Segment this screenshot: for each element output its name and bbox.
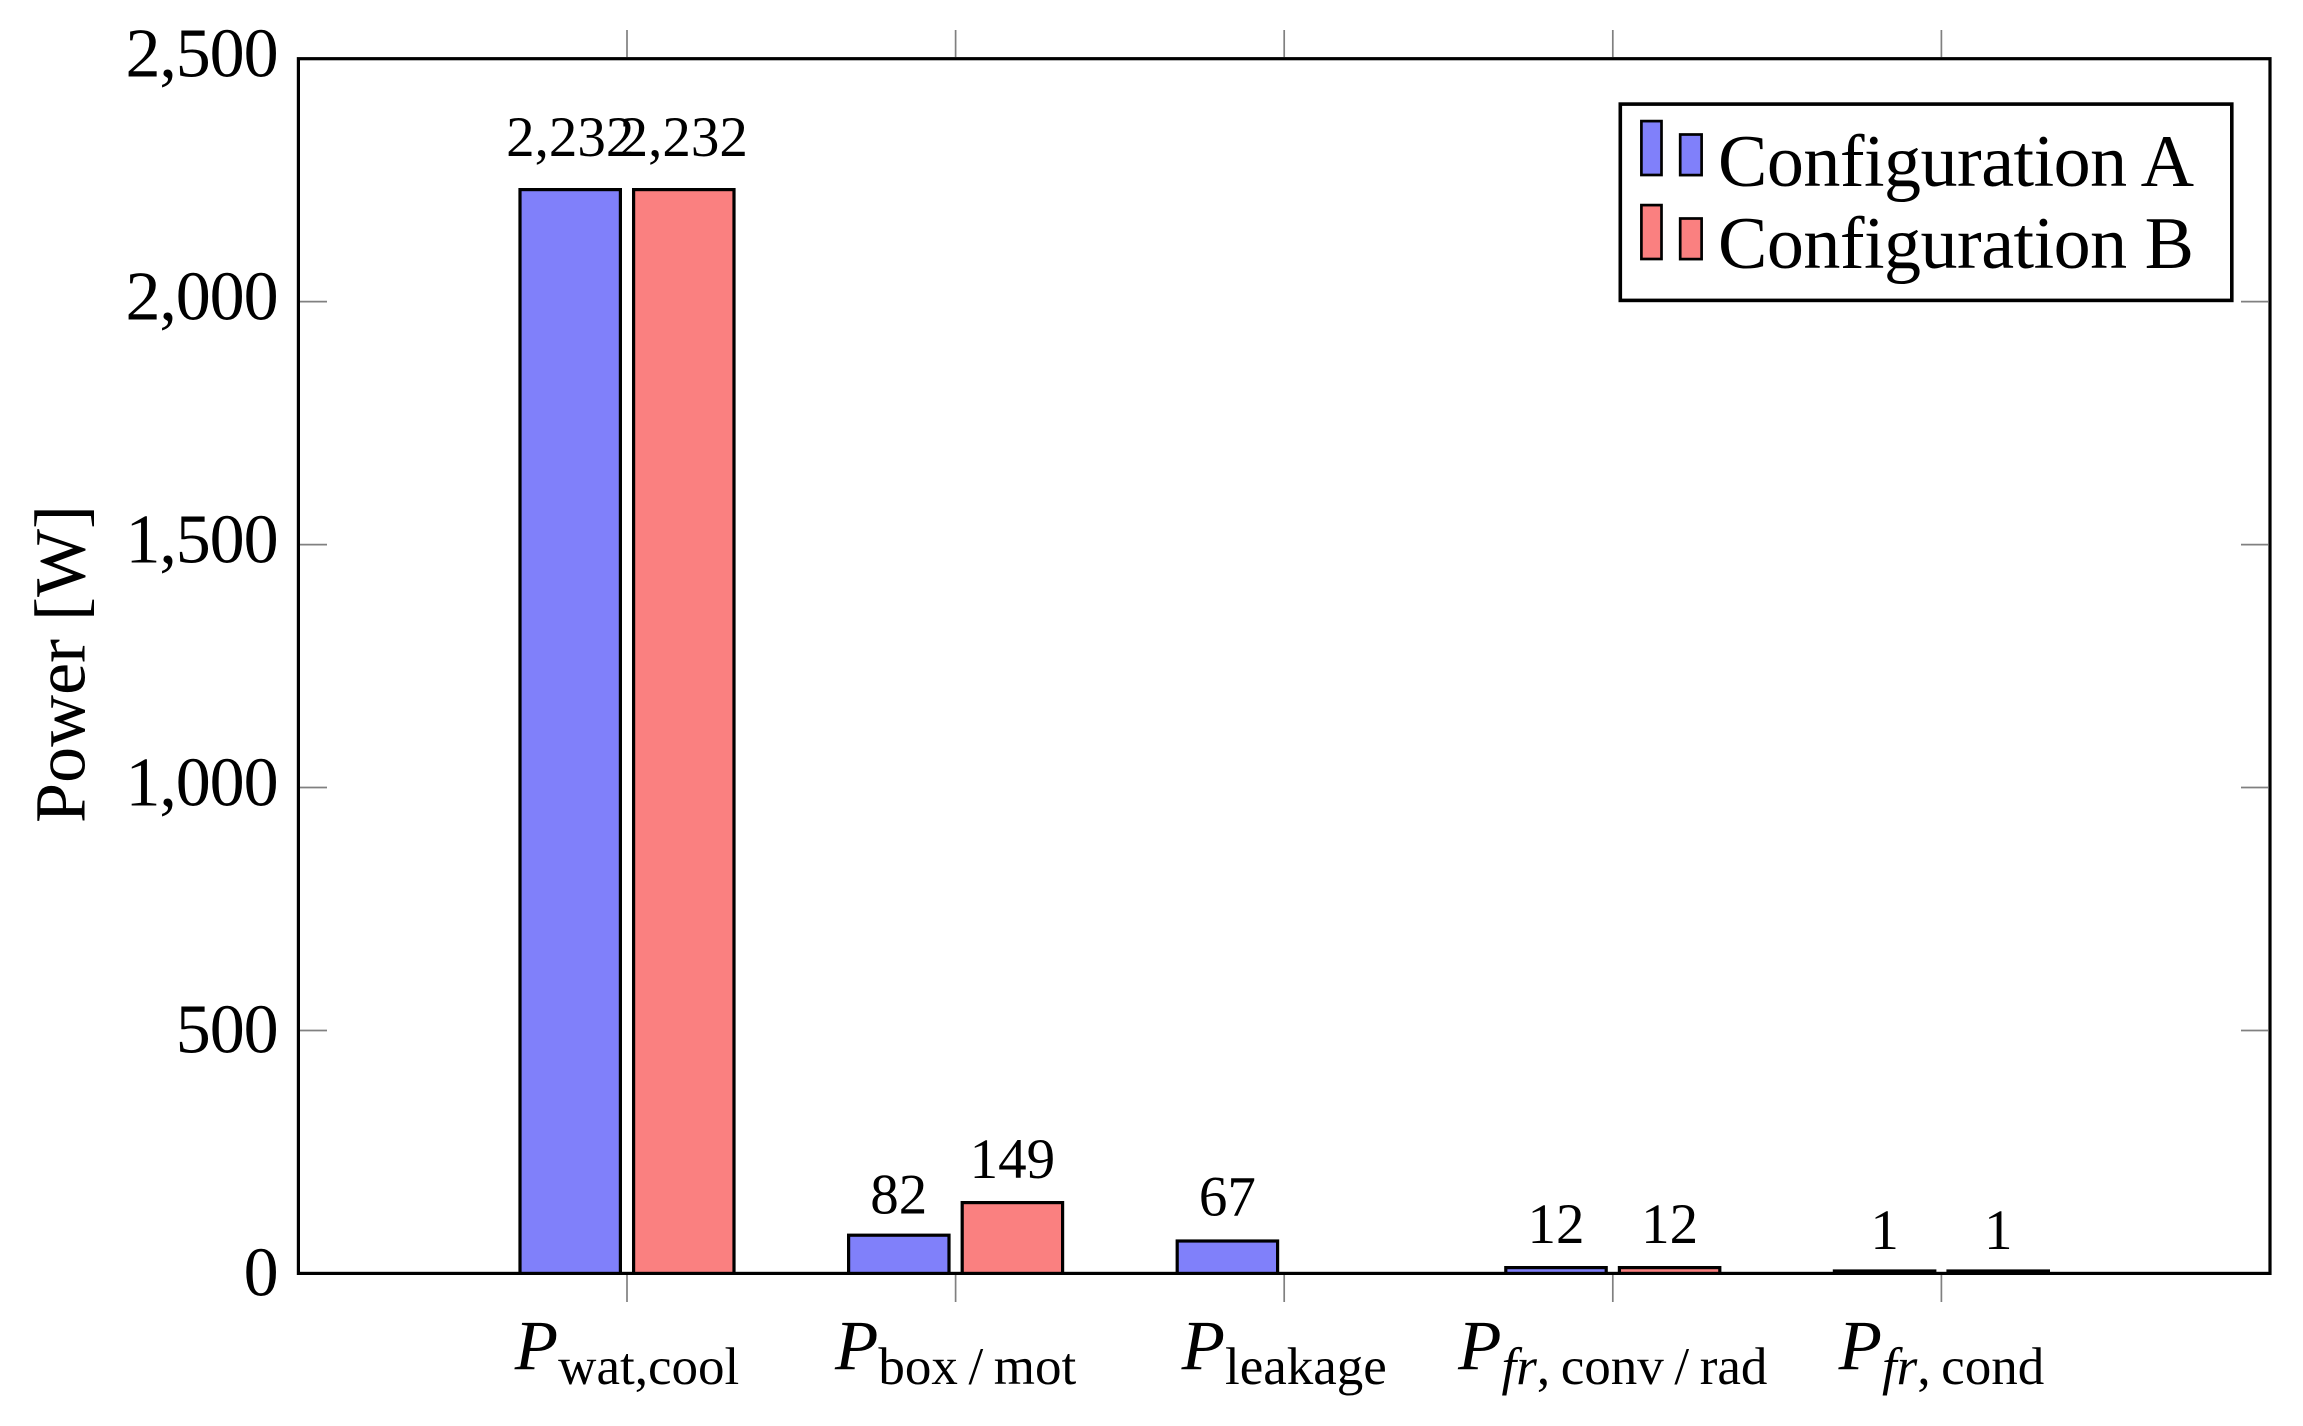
svg-text:500: 500 (176, 992, 278, 1069)
svg-text:1: 1 (1984, 1199, 2013, 1262)
svg-text:12: 12 (1528, 1193, 1585, 1256)
svg-text:1,500: 1,500 (125, 502, 277, 579)
svg-text:0: 0 (244, 1234, 278, 1311)
svg-text:Configuration B: Configuration B (1718, 203, 2194, 285)
svg-text:Pbox / mot: Pbox / mot (834, 1308, 1077, 1397)
svg-text:1,000: 1,000 (125, 745, 277, 822)
svg-text:2,000: 2,000 (125, 259, 277, 336)
svg-text:67: 67 (1199, 1166, 1256, 1229)
svg-text:Power [W]: Power [W] (20, 505, 100, 823)
svg-text:2,232: 2,232 (620, 106, 748, 169)
svg-text:Pfr, cond: Pfr, cond (1838, 1308, 2045, 1397)
svg-text:149: 149 (970, 1128, 1056, 1191)
svg-text:Configuration A: Configuration A (1718, 121, 2194, 203)
svg-text:Pwat,cool: Pwat,cool (514, 1308, 739, 1397)
svg-text:Pfr, conv / rad: Pfr, conv / rad (1457, 1308, 1767, 1397)
svg-text:2,500: 2,500 (125, 16, 277, 93)
svg-text:2,232: 2,232 (506, 106, 634, 169)
svg-text:1: 1 (1870, 1199, 1899, 1262)
svg-text:12: 12 (1641, 1193, 1698, 1256)
svg-text:82: 82 (870, 1164, 927, 1227)
svg-text:Pleakage: Pleakage (1181, 1308, 1387, 1397)
